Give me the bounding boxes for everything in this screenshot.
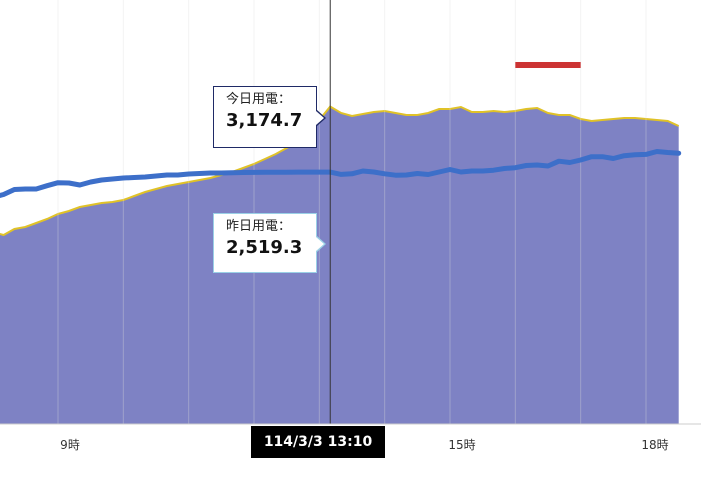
yesterday-tooltip: 昨日用電： 2,519.3 <box>213 213 317 273</box>
crosshair-time-label: 114/3/3 13:10 <box>251 426 385 458</box>
today-tooltip-label: 今日用電： <box>226 92 292 107</box>
yesterday-tooltip-pointer-inner <box>316 237 324 251</box>
today-usage-area <box>0 106 679 424</box>
gridlines-over-area <box>57 0 647 424</box>
yesterday-tooltip-label: 昨日用電： <box>226 219 292 234</box>
today-usage-line <box>0 105 680 237</box>
yesterday-usage-line <box>0 149 682 198</box>
today-tooltip-pointer-inner <box>316 111 324 125</box>
today-tooltip: 今日用電： 3,174.7 <box>213 86 317 148</box>
x-tick-15: 15時 <box>448 438 476 452</box>
x-tick-18: 18時 <box>641 438 669 452</box>
x-tick-9: 9時 <box>60 438 80 452</box>
today-tooltip-value: 3,174.7 <box>226 110 303 131</box>
yesterday-tooltip-value: 2,519.3 <box>226 237 303 258</box>
